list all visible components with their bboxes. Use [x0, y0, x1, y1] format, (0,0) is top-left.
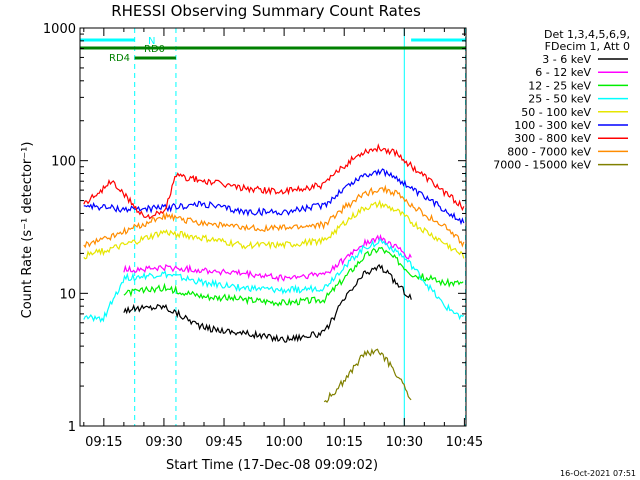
series-line-9 [323, 348, 412, 404]
x-tick-label-0: 09:15 [85, 435, 122, 450]
x-tick-label-3: 10:00 [265, 435, 302, 450]
legend-label-4: 25 - 50 keV [528, 93, 591, 106]
x-axis-label: Start Time (17-Dec-08 09:09:02) [166, 458, 378, 473]
series-line-6 [83, 168, 465, 226]
y-tick-label-2: 100 [51, 155, 76, 170]
y-tick-label-0: 1 [68, 420, 76, 435]
series-line-2 [123, 233, 412, 283]
legend-header-line-2: FDecim 1, Att 0 [545, 40, 630, 53]
y-axis-label: Count Rate (s⁻¹ detector⁻¹) [20, 142, 35, 319]
series-line-7 [83, 143, 465, 220]
legend-label-7: 300 - 800 keV [514, 132, 591, 145]
x-tick-label-4: 10:15 [325, 435, 362, 450]
x-tick-label-6: 10:45 [446, 435, 483, 450]
y-tick-label-3: 1000 [43, 22, 76, 37]
y-tick-label-1: 10 [59, 287, 76, 302]
chart-title: RHESSI Observing Summary Count Rates [111, 2, 421, 20]
legend-label-6: 100 - 300 keV [514, 119, 591, 132]
x-tick-label-1: 09:30 [145, 435, 182, 450]
x-tick-label-5: 10:30 [386, 435, 423, 450]
legend-label-9: 7000 - 15000 keV [493, 159, 591, 172]
series-line-4 [83, 237, 465, 324]
legend-label-1: 3 - 6 keV [542, 53, 591, 66]
plot-frame [79, 27, 467, 427]
series-line-8 [83, 184, 465, 249]
legend-label-5: 50 - 100 keV [521, 106, 591, 119]
state-bar-label-rd4: RD4 [109, 53, 130, 64]
legend-header-line-1: Det 1,3,4,5,6,9, [544, 28, 630, 41]
legend-label-2: 6 - 12 keV [535, 66, 591, 79]
state-bar-label-n: N [148, 36, 155, 47]
timestamp: 16-Oct-2021 07:51 [560, 469, 636, 478]
series-line-1 [123, 263, 412, 343]
x-tick-label-2: 09:45 [205, 435, 242, 450]
series-line-3 [123, 246, 464, 307]
series-line-5 [83, 199, 465, 260]
state-bar-label-rd0: RD0 [144, 44, 165, 55]
legend-label-8: 800 - 7000 keV [507, 145, 591, 158]
legend-label-3: 12 - 25 keV [528, 79, 591, 92]
